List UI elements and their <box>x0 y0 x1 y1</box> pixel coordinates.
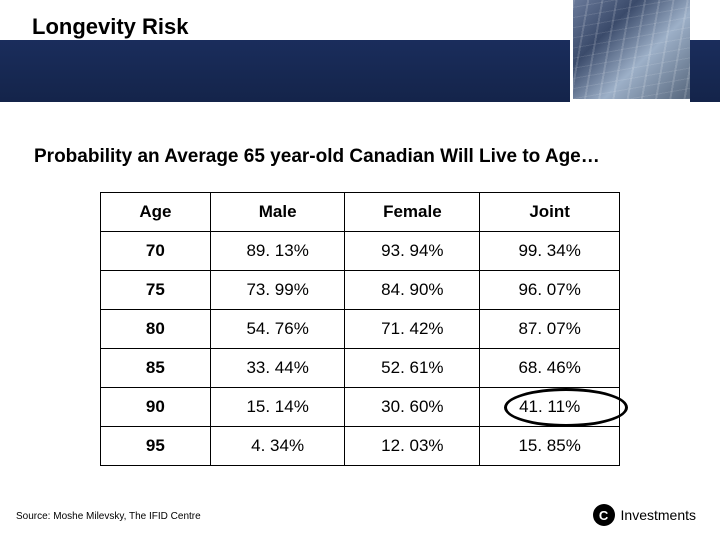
value-cell: 99. 34% <box>480 232 620 271</box>
page-title: Longevity Risk <box>32 14 188 40</box>
table-header: Age <box>101 193 211 232</box>
table-row: 9015. 14%30. 60%41. 11% <box>101 388 620 427</box>
value-cell: 4. 34% <box>210 427 345 466</box>
age-cell: 70 <box>101 232 211 271</box>
logo-text: Investments <box>621 507 696 523</box>
corner-image <box>570 0 690 102</box>
table-header: Male <box>210 193 345 232</box>
subtitle: Probability an Average 65 year-old Canad… <box>34 146 600 168</box>
value-cell: 68. 46% <box>480 349 620 388</box>
value-cell: 15. 14% <box>210 388 345 427</box>
value-cell: 33. 44% <box>210 349 345 388</box>
source-text: Source: Moshe Milevsky, The IFID Centre <box>16 511 201 522</box>
value-cell: 30. 60% <box>345 388 480 427</box>
table-row: 8533. 44%52. 61%68. 46% <box>101 349 620 388</box>
age-cell: 90 <box>101 388 211 427</box>
age-cell: 95 <box>101 427 211 466</box>
age-cell: 75 <box>101 271 211 310</box>
value-cell: 87. 07% <box>480 310 620 349</box>
table-row: 7573. 99%84. 90%96. 07% <box>101 271 620 310</box>
age-cell: 80 <box>101 310 211 349</box>
table-row: 954. 34%12. 03%15. 85% <box>101 427 620 466</box>
probability-table: AgeMaleFemaleJoint 7089. 13%93. 94%99. 3… <box>100 192 620 466</box>
value-cell: 71. 42% <box>345 310 480 349</box>
value-cell: 89. 13% <box>210 232 345 271</box>
table-row: 7089. 13%93. 94%99. 34% <box>101 232 620 271</box>
logo-mark-icon: C <box>593 504 615 526</box>
value-cell: 96. 07% <box>480 271 620 310</box>
table-row: 8054. 76%71. 42%87. 07% <box>101 310 620 349</box>
table-header: Joint <box>480 193 620 232</box>
value-cell: 93. 94% <box>345 232 480 271</box>
value-cell: 54. 76% <box>210 310 345 349</box>
brand-logo: C Investments <box>593 504 696 526</box>
probability-table-wrap: AgeMaleFemaleJoint 7089. 13%93. 94%99. 3… <box>100 192 620 466</box>
table-header: Female <box>345 193 480 232</box>
slide: Longevity Risk Probability an Average 65… <box>0 0 720 540</box>
age-cell: 85 <box>101 349 211 388</box>
value-cell: 84. 90% <box>345 271 480 310</box>
value-cell: 15. 85% <box>480 427 620 466</box>
value-cell: 12. 03% <box>345 427 480 466</box>
value-cell: 41. 11% <box>480 388 620 427</box>
value-cell: 73. 99% <box>210 271 345 310</box>
value-cell: 52. 61% <box>345 349 480 388</box>
